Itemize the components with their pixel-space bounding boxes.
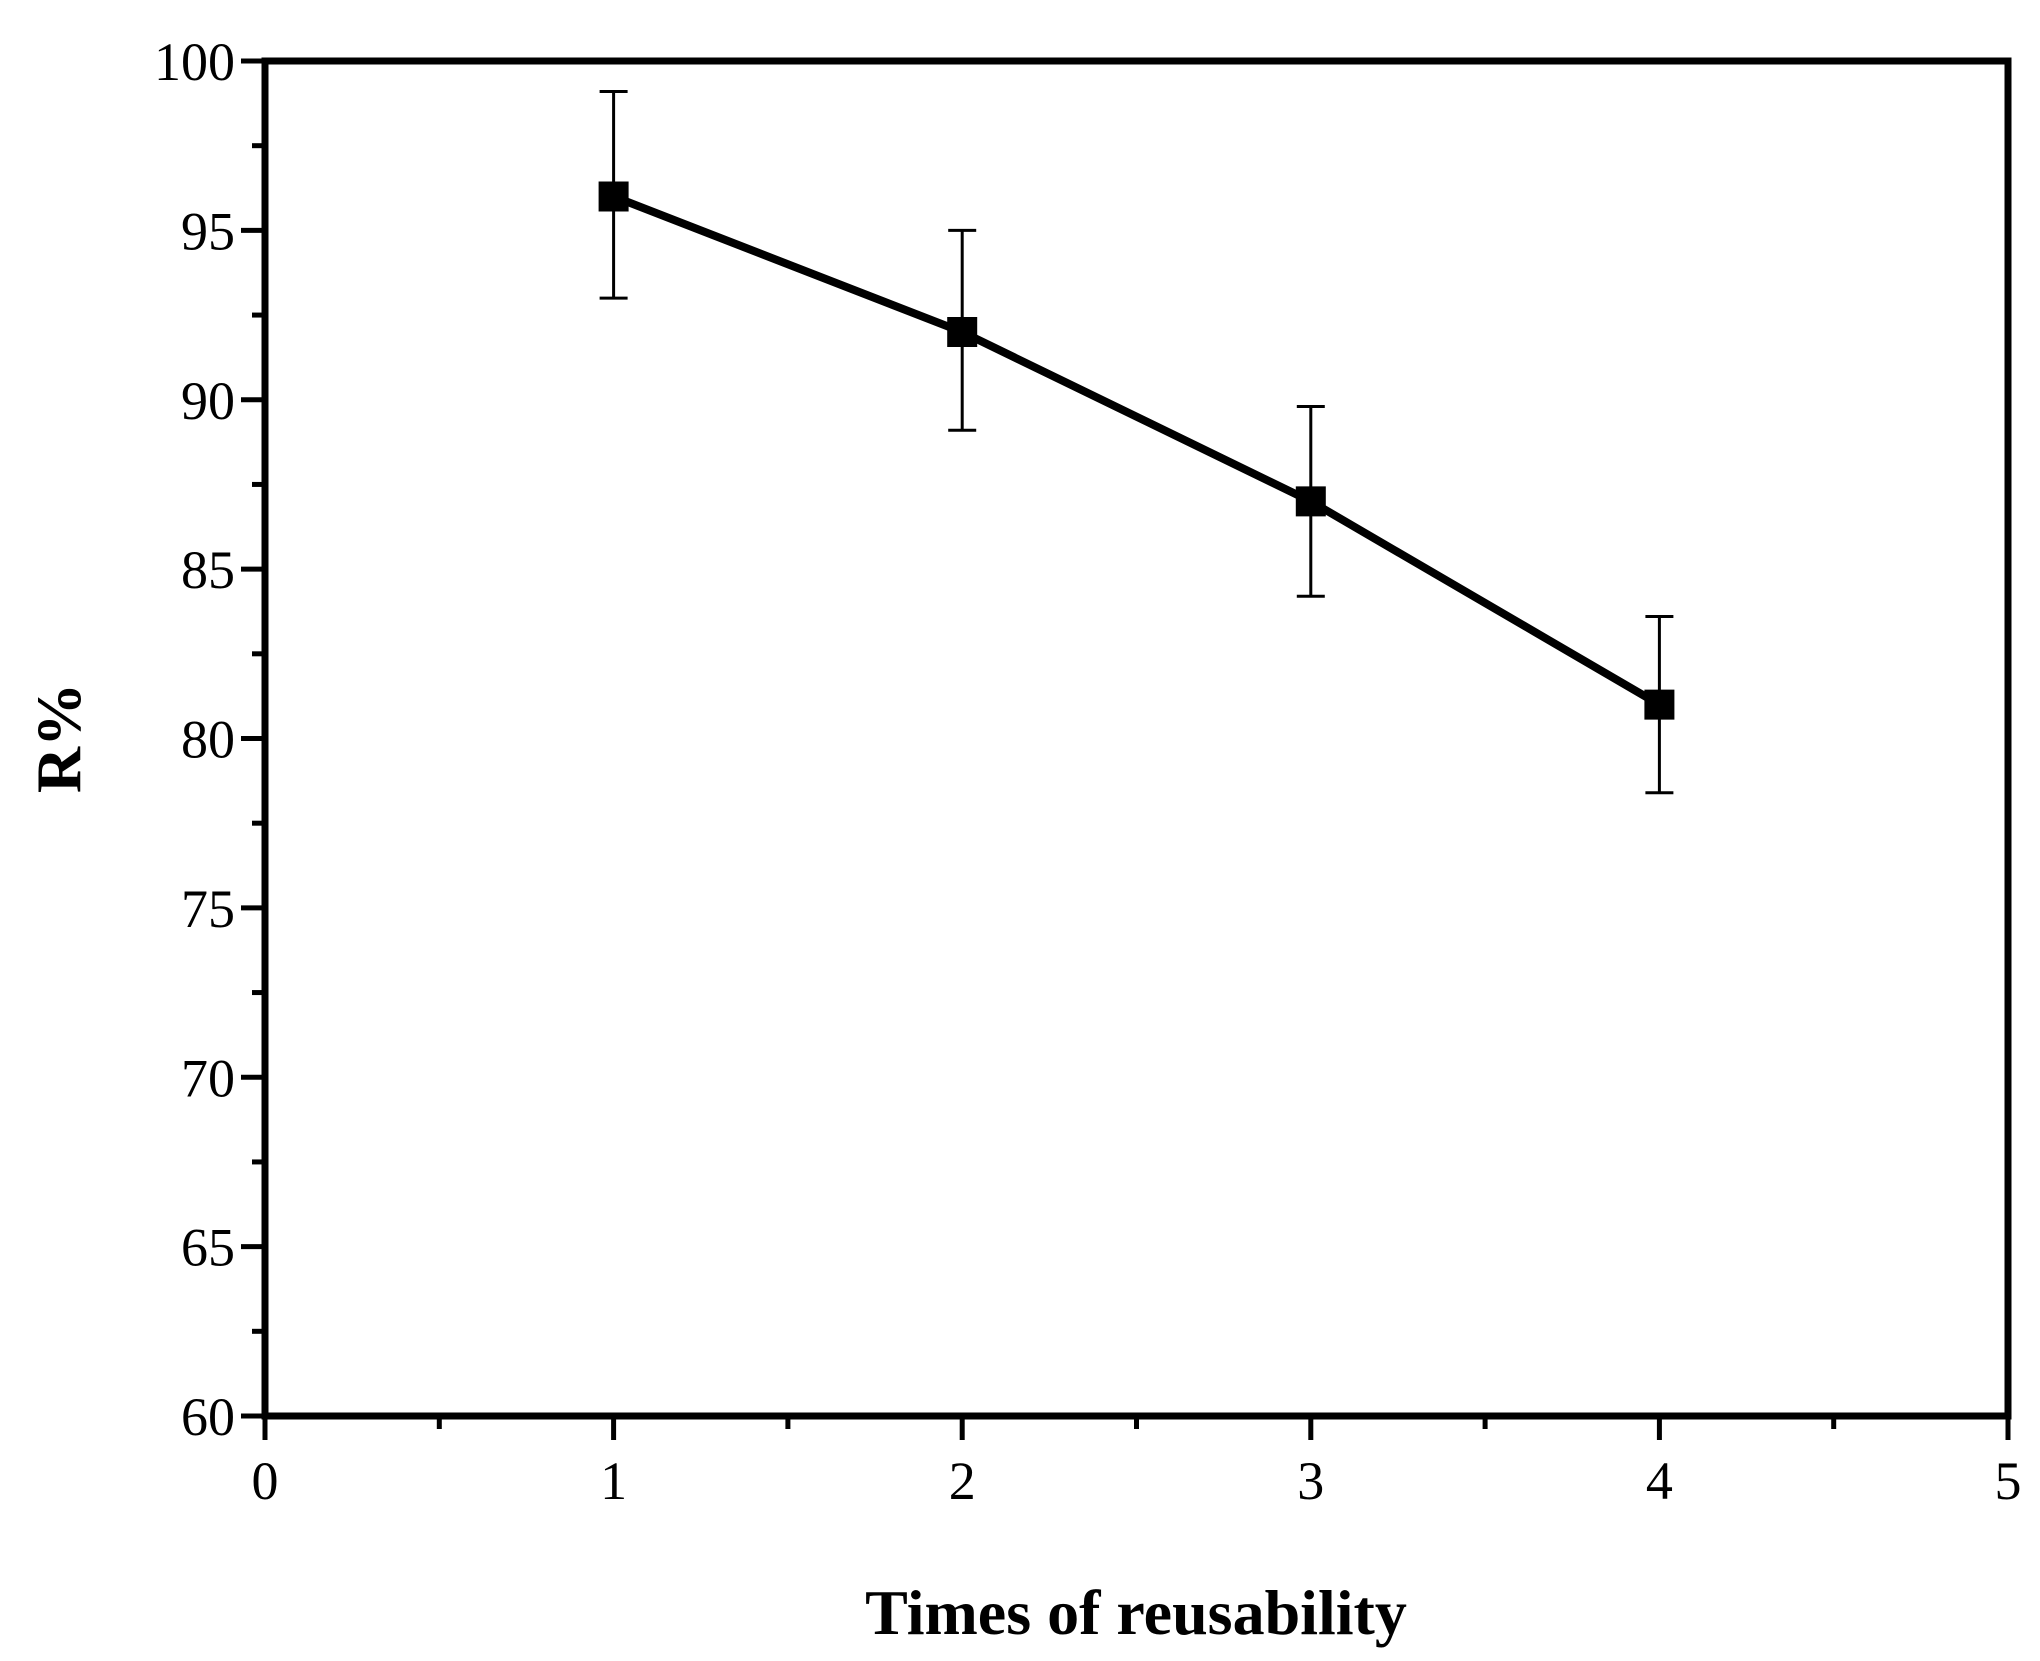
data-point-marker — [1644, 689, 1675, 720]
data-markers — [598, 181, 1675, 720]
y-tick-label: 85 — [181, 540, 235, 600]
x-tick-label: 0 — [252, 1451, 279, 1511]
series-line — [612, 192, 1662, 709]
x-tick-labels: 0 1 2 3 4 5 — [252, 1451, 2022, 1511]
x-tick-label: 2 — [949, 1451, 976, 1511]
y-tick-label: 60 — [181, 1387, 235, 1447]
data-point-marker — [598, 181, 629, 212]
y-tick-label: 70 — [181, 1048, 235, 1108]
x-axis-title: Times of reusability — [865, 1577, 1407, 1648]
y-tick-labels: 60 65 70 75 80 85 90 95 100 — [154, 32, 235, 1447]
y-axis-title: R% — [23, 683, 94, 793]
y-tick-label: 75 — [181, 879, 235, 939]
y-tick-label: 80 — [181, 710, 235, 770]
x-tick-label: 4 — [1646, 1451, 1673, 1511]
y-tick-label: 65 — [181, 1218, 235, 1278]
series-line-group — [612, 192, 1662, 709]
y-tick-label: 100 — [154, 32, 235, 92]
y-tick-label: 90 — [181, 371, 235, 431]
x-tick-label: 5 — [1995, 1451, 2022, 1511]
x-tick-label: 3 — [1297, 1451, 1324, 1511]
error-bars — [599, 89, 1674, 795]
data-point-marker — [1295, 486, 1326, 517]
data-point-marker — [947, 317, 978, 347]
axis-ticks — [241, 58, 2011, 1440]
y-tick-label: 95 — [181, 201, 235, 261]
plot-frame — [261, 57, 2012, 1420]
x-tick-label: 1 — [600, 1451, 627, 1511]
